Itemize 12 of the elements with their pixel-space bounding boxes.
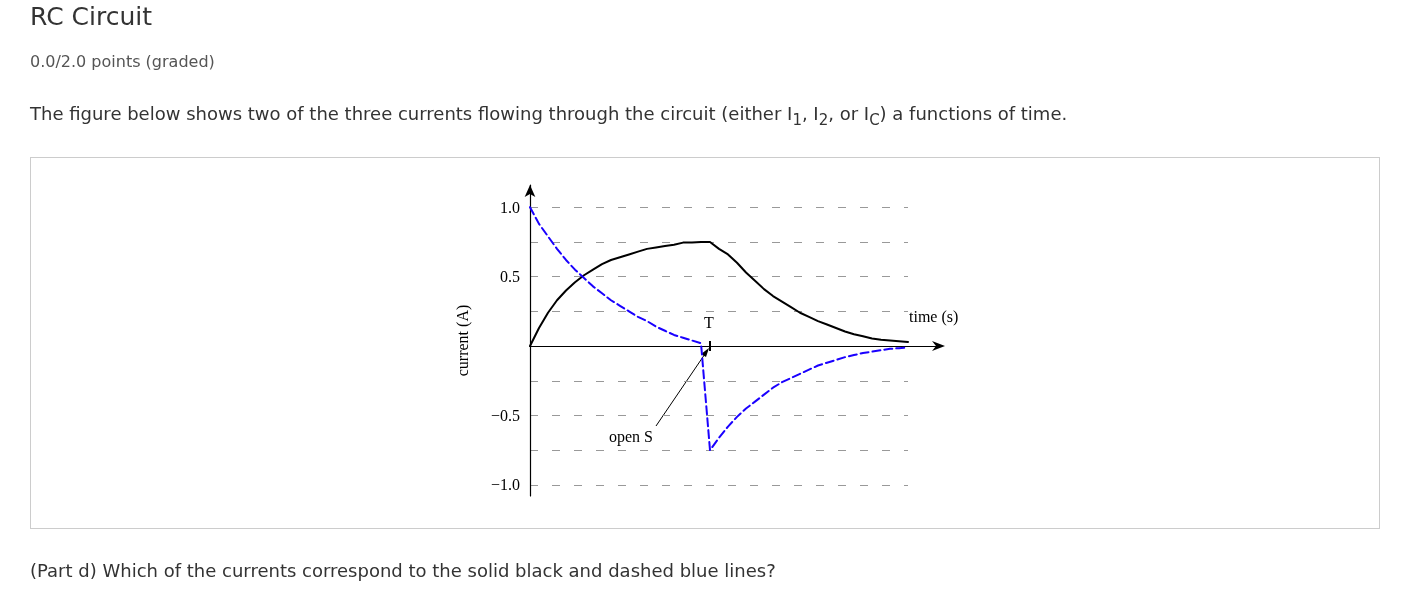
y-tick-label: −0.5 [490, 406, 520, 424]
x-axis-title: time (s) [909, 307, 959, 326]
annotation: open S [609, 427, 653, 446]
y-tick-label: 0.5 [500, 268, 520, 286]
y-tick-label: 1.0 [500, 198, 520, 216]
text: The figure below shows two of the three currents flowing through the circuit (either I$_{1}$, I$_{2}$, or I$_{C}$) a functions of time. [30, 103, 1068, 129]
text: (Part d) Which of the currents correspond to the solid black and dashed blue lines? [30, 560, 776, 581]
annotation: T [704, 313, 714, 331]
y-tick-label: −1.0 [490, 476, 520, 494]
y-axis-title: current (A) [453, 304, 472, 377]
text: 0.0/2.0 points (graded) [30, 52, 215, 71]
text: RC Circuit [30, 2, 152, 31]
